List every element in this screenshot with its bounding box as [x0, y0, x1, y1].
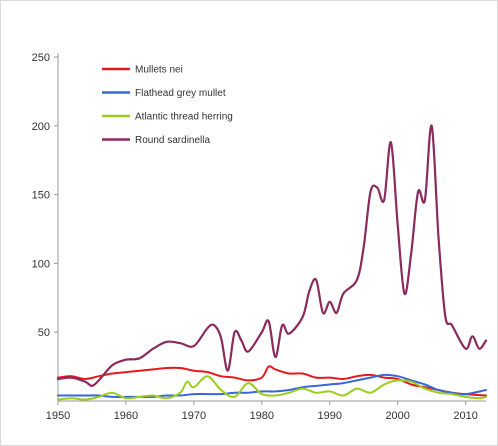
series-line-atlantic-thread-herring — [57, 375, 487, 401]
legend-label: Mullets nei — [135, 65, 183, 76]
legend-label: Atlantic thread herring — [135, 112, 233, 123]
x-tick-label: 2000 — [385, 410, 409, 422]
y-axis-ticks: 50 100 150 200 250 — [32, 52, 58, 339]
y-tick-label: 150 — [32, 190, 50, 202]
legend: Mullets nei Flathead grey mullet Atlantic … — [102, 65, 233, 146]
legend-item-flathead-grey-mullet: Flathead grey mullet — [102, 88, 226, 99]
x-tick-label: 1960 — [114, 410, 138, 422]
x-tick-label: 1970 — [182, 410, 206, 422]
series-line-round-sardinella — [56, 124, 488, 387]
legend-label: Flathead grey mullet — [135, 88, 226, 99]
legend-item-round-sardinella: Round sardinella — [102, 135, 210, 146]
x-axis-ticks: 1950 1960 1970 1980 1990 2000 2010 — [46, 401, 478, 422]
x-tick-label: 1990 — [318, 410, 342, 422]
series-line-mullets-nei — [57, 365, 487, 397]
legend-item-atlantic-thread-herring: Atlantic thread herring — [102, 112, 233, 123]
legend-item-mullets-nei: Mullets nei — [102, 65, 183, 76]
x-tick-label: 2010 — [453, 410, 477, 422]
y-tick-label: 200 — [32, 121, 50, 133]
y-tick-label: 250 — [32, 52, 50, 64]
x-tick-label: 1980 — [250, 410, 274, 422]
x-tick-label: 1950 — [46, 410, 70, 422]
series-line-flathead-grey-mullet — [57, 373, 487, 398]
axes — [57, 53, 486, 402]
y-tick-label: 100 — [32, 258, 50, 270]
y-tick-label: 50 — [38, 327, 50, 339]
legend-label: Round sardinella — [135, 135, 210, 146]
series-lines — [56, 124, 488, 401]
